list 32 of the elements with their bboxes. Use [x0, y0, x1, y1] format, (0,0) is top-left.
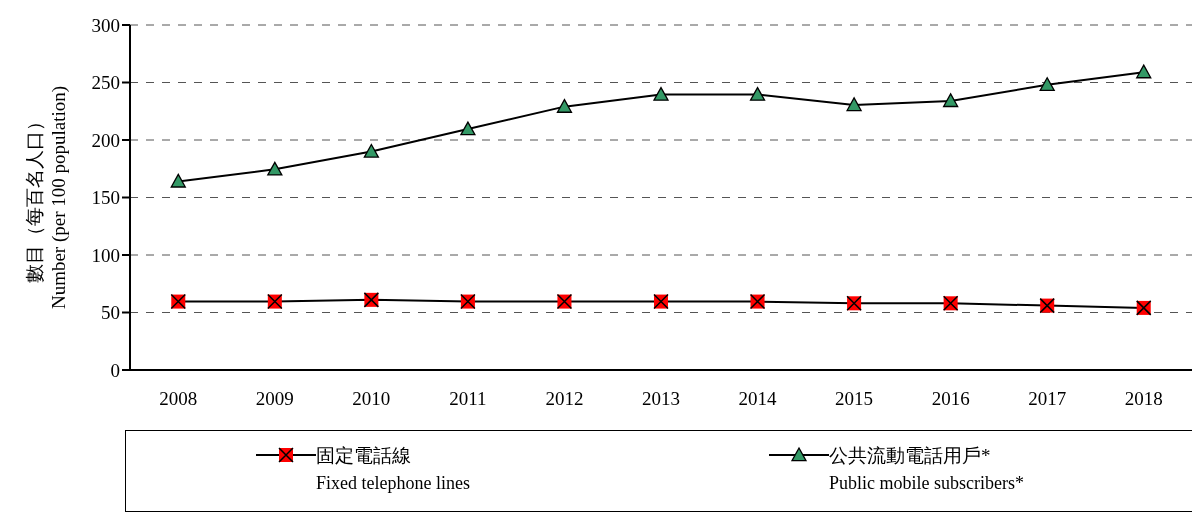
- point: [846, 97, 862, 112]
- x-tick-label: 2008: [159, 388, 198, 410]
- y-axis-title: 數目（每百名人口） Number (per 100 population): [24, 85, 70, 310]
- point: [942, 93, 959, 108]
- x-tick-label: 2015: [835, 388, 874, 410]
- y-tick-label: 200: [91, 129, 120, 151]
- legend-label: 固定電話線 Fixed telephone lines: [316, 444, 470, 494]
- point: [363, 143, 380, 158]
- y-tick-label: 150: [91, 187, 120, 209]
- x-tick-label: 2016: [931, 388, 970, 410]
- x-tick-label: 2017: [1028, 388, 1067, 410]
- point: [1136, 64, 1152, 79]
- y-tick-label: 50: [101, 302, 120, 324]
- y-tick-label: 250: [91, 72, 120, 94]
- point: [170, 173, 186, 188]
- point: [556, 99, 573, 113]
- y-tick-label: 300: [91, 14, 120, 36]
- x-tick-label: 2009: [255, 388, 294, 410]
- y-tick-label: 100: [91, 244, 120, 266]
- point: [460, 121, 476, 136]
- point: [653, 86, 669, 101]
- x-tick-label: 2012: [545, 388, 584, 410]
- x-tick-label: 2014: [738, 388, 778, 410]
- y-tick-label: 0: [110, 359, 120, 381]
- x-tick-label: 2018: [1124, 388, 1163, 410]
- x-tick-label: 2010: [352, 388, 391, 410]
- point: [1039, 77, 1055, 92]
- x-tick-label: 2011: [449, 388, 487, 410]
- x-tick-label: 2013: [642, 388, 680, 410]
- legend-label: 公共流動電話用戶* Public mobile subscribers*: [829, 444, 1024, 494]
- point: [749, 86, 766, 101]
- point: [267, 161, 283, 176]
